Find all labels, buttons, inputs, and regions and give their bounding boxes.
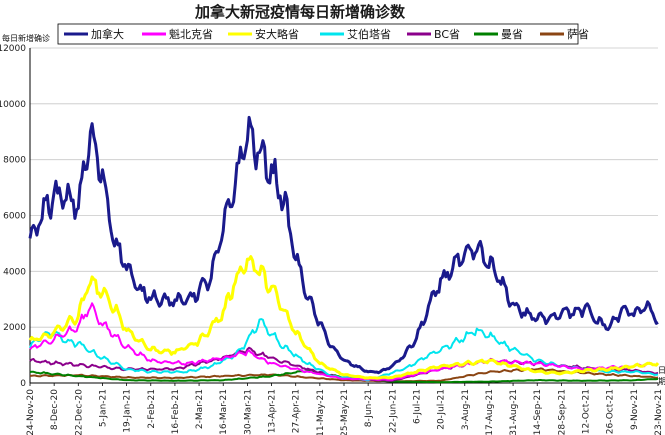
x-tick-label: 25-May-21 <box>340 389 350 435</box>
x-tick-label: 20-Jul-21 <box>437 389 447 430</box>
legend-box <box>57 23 579 45</box>
x-tick-label: 2-Mar-21 <box>195 389 205 429</box>
x-tick-label: 19-Jan-21 <box>123 389 133 433</box>
series-line-4 <box>29 318 659 382</box>
y-tick-label: 8000 <box>3 156 26 166</box>
series-line-2 <box>29 302 659 381</box>
y-tick-label: 2000 <box>3 323 26 333</box>
x-axis-title: 日 期 <box>658 366 665 386</box>
legend-label: 曼省 <box>501 28 523 41</box>
chart-title: 加拿大新冠疫情每日新增确诊数 <box>194 3 406 21</box>
x-tick-label: 22-Dec-20 <box>74 389 84 435</box>
x-tick-label: 11-May-21 <box>316 389 326 435</box>
legend-label: 加拿大 <box>91 27 124 41</box>
x-tick-label: 13-Apr-21 <box>268 389 278 433</box>
x-tick-label: 12-Oct-21 <box>582 389 592 434</box>
series-group <box>28 115 660 384</box>
x-tick-label: 23-Nov-21 <box>654 389 664 435</box>
series-line-7 <box>29 367 659 383</box>
x-tick-label: 27-Apr-21 <box>292 389 302 433</box>
x-tick-label: 6-Jul-21 <box>412 389 422 424</box>
y-tick-label: 12000 <box>0 44 26 54</box>
legend-label: 安大略省 <box>255 27 299 41</box>
legend-label: BC省 <box>434 28 460 41</box>
x-tick-label: 5-Jan-21 <box>98 389 108 427</box>
x-tick-label: 31-Aug-21 <box>509 389 519 435</box>
legend: 加拿大 魁北克省 安大略省 艾伯塔省 BC省 曼省 萨省 <box>57 23 589 45</box>
x-tick-label: 22-Jun-21 <box>388 389 398 433</box>
y-tick-label: 4000 <box>3 267 26 277</box>
x-axis-label-char-1: 日 <box>658 366 665 375</box>
x-axis-label-char-2: 期 <box>658 377 665 386</box>
x-tick-label: 28-Sep-21 <box>557 389 567 435</box>
legend-label: 萨省 <box>567 28 589 41</box>
x-tick-label: 17-Aug-21 <box>485 389 495 435</box>
x-tick-label: 30-Mar-21 <box>243 389 253 435</box>
y-tick-label: 10000 <box>0 100 26 110</box>
x-tick-label: 26-Oct-21 <box>606 389 616 434</box>
x-tick-label: 14-Sep-21 <box>533 389 543 435</box>
legend-label: 魁北克省 <box>169 27 213 41</box>
y-axis-label: 每日新增确诊 <box>2 33 50 43</box>
x-axis: 24-Nov-20 8-Dec-20 22-Dec-20 5-Jan-21 19-Jan… <box>26 382 664 435</box>
x-tick-label: 2-Feb-21 <box>147 389 157 429</box>
x-tick-label: 24-Nov-20 <box>26 389 36 435</box>
series-line-1 <box>28 115 659 375</box>
y-tick-label: 0 <box>20 379 26 389</box>
x-tick-label: 8-Jun-21 <box>364 389 374 427</box>
x-tick-label: 8-Dec-20 <box>50 389 60 430</box>
y-tick-label: 6000 <box>3 212 26 222</box>
y-axis: 0 2000 4000 6000 8000 10000 12000 <box>0 44 31 389</box>
x-tick-label: 16-Feb-21 <box>171 389 181 434</box>
x-tick-label: 16-Mar-21 <box>219 389 229 435</box>
series-line-3 <box>28 255 660 380</box>
x-tick-label: 3-Aug-21 <box>461 389 471 430</box>
x-tick-label: 9-Nov-21 <box>630 389 640 430</box>
legend-label: 艾伯塔省 <box>347 27 391 41</box>
